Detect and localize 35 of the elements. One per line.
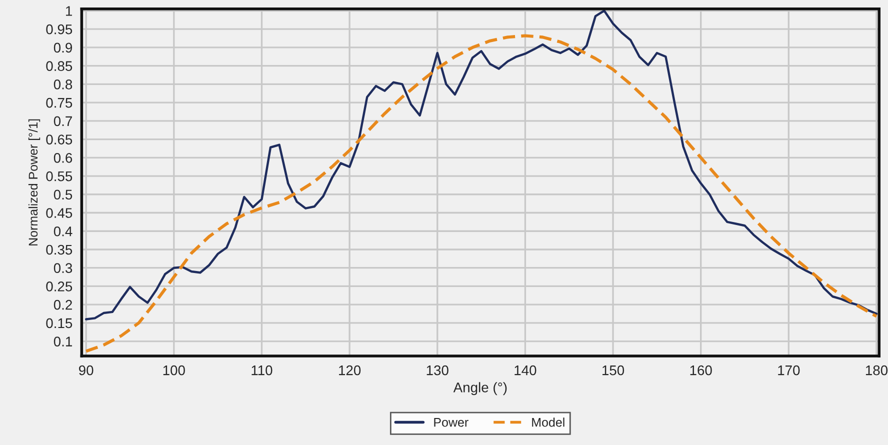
y-tick-label: 0.4 bbox=[54, 226, 72, 236]
y-axis-title: Normalized Power [°/1] bbox=[28, 119, 40, 246]
line-series bbox=[84, 34, 878, 353]
x-tick-label: 150 bbox=[602, 365, 624, 376]
y-tick-label: 0.75 bbox=[46, 98, 72, 108]
y-tick-label: 0.45 bbox=[46, 208, 72, 218]
x-tick-label: 100 bbox=[163, 365, 185, 376]
y-tick-label: 0.65 bbox=[46, 134, 72, 144]
x-tick-label: 110 bbox=[252, 365, 272, 376]
y-tick-label: 0.6 bbox=[54, 152, 72, 163]
line-series bbox=[84, 10, 878, 320]
y-tick-label: 0.35 bbox=[46, 244, 72, 255]
y-tick-label: 0.2 bbox=[54, 300, 72, 310]
y-tick-label: 0.1 bbox=[54, 336, 72, 346]
y-tick-label: 0.7 bbox=[54, 116, 72, 126]
y-tick-label: 0.5 bbox=[54, 190, 72, 200]
x-tick-label: 90 bbox=[79, 365, 94, 376]
x-axis-title: Angle (°) bbox=[453, 382, 507, 396]
y-tick-label: 0.8 bbox=[54, 80, 72, 90]
y-tick-label: 0.9 bbox=[54, 42, 72, 53]
x-tick-label: 160 bbox=[690, 365, 712, 376]
y-tick-label: 1 bbox=[66, 6, 72, 16]
y-tick-label: 0.25 bbox=[46, 282, 72, 292]
y-tick-label: 0.15 bbox=[46, 318, 72, 328]
x-tick-label: 180 bbox=[866, 365, 888, 376]
y-tick-label: 0.55 bbox=[46, 171, 72, 182]
x-tick-label: 120 bbox=[339, 365, 361, 376]
x-tick-label: 130 bbox=[426, 365, 448, 376]
y-tick-label: 0.3 bbox=[54, 263, 72, 274]
y-tick-label: 0.85 bbox=[46, 61, 72, 71]
y-tick-label: 0.95 bbox=[46, 24, 72, 34]
x-tick-label: 170 bbox=[778, 365, 800, 376]
legend-label: Model bbox=[532, 418, 564, 427]
x-tick-label: 140 bbox=[514, 365, 536, 376]
legend-label: Power bbox=[434, 418, 468, 427]
